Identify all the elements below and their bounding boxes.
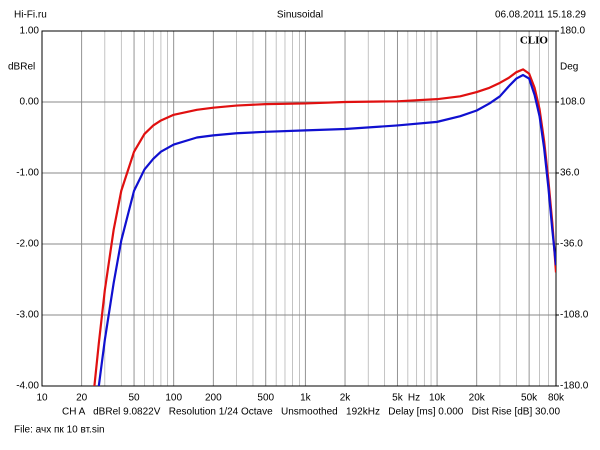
y2-tick-label: 36.0: [560, 168, 580, 179]
x-tick-label: 500: [257, 393, 274, 404]
y-tick-label: 1.00: [20, 26, 40, 37]
x-tick-label: 2k: [340, 393, 352, 404]
date: 06.08.2011 15.18.29: [495, 10, 586, 21]
brand: CLIO: [520, 35, 549, 47]
y2-axis-label: Deg: [560, 62, 578, 73]
x-tick-label: 80k: [548, 393, 565, 404]
x-tick-label: 5k: [392, 393, 404, 404]
series-line: [93, 68, 556, 386]
y2-tick-label: 108.0: [560, 97, 585, 108]
x-tick-label: 200: [205, 393, 222, 404]
x-tick-label: 10: [36, 393, 48, 404]
chart-title: Sinusoidal: [277, 10, 323, 21]
y-tick-label: -4.00: [16, 381, 39, 392]
y2-tick-label: -180.0: [560, 381, 589, 392]
footer: CH A dBRel 9.0822V Resolution 1/24 Octav…: [62, 407, 560, 418]
y2-tick-label: -36.0: [560, 239, 583, 250]
y-axis-label: dBRel: [8, 62, 35, 73]
series-line: [97, 73, 556, 386]
x-tick-label: 50k: [521, 393, 538, 404]
y-tick-label: -1.00: [16, 168, 39, 179]
file: File: ачх пк 10 вт.sin: [14, 425, 105, 436]
source: Hi-Fi.ru: [14, 10, 47, 21]
y-tick-label: -2.00: [16, 239, 39, 250]
y2-tick-label: -108.0: [560, 310, 589, 321]
x-axis-label: Hz: [408, 393, 420, 404]
x-tick-label: 50: [128, 393, 140, 404]
y2-tick-label: 180.0: [560, 26, 585, 37]
x-tick-label: 20: [76, 393, 88, 404]
x-tick-label: 10k: [429, 393, 446, 404]
y-tick-label: 0.00: [20, 97, 40, 108]
x-tick-label: 20k: [469, 393, 486, 404]
x-tick-label: 1k: [300, 393, 312, 404]
y-tick-label: -3.00: [16, 310, 39, 321]
x-tick-label: 100: [165, 393, 182, 404]
plot-frame: [41, 30, 557, 387]
